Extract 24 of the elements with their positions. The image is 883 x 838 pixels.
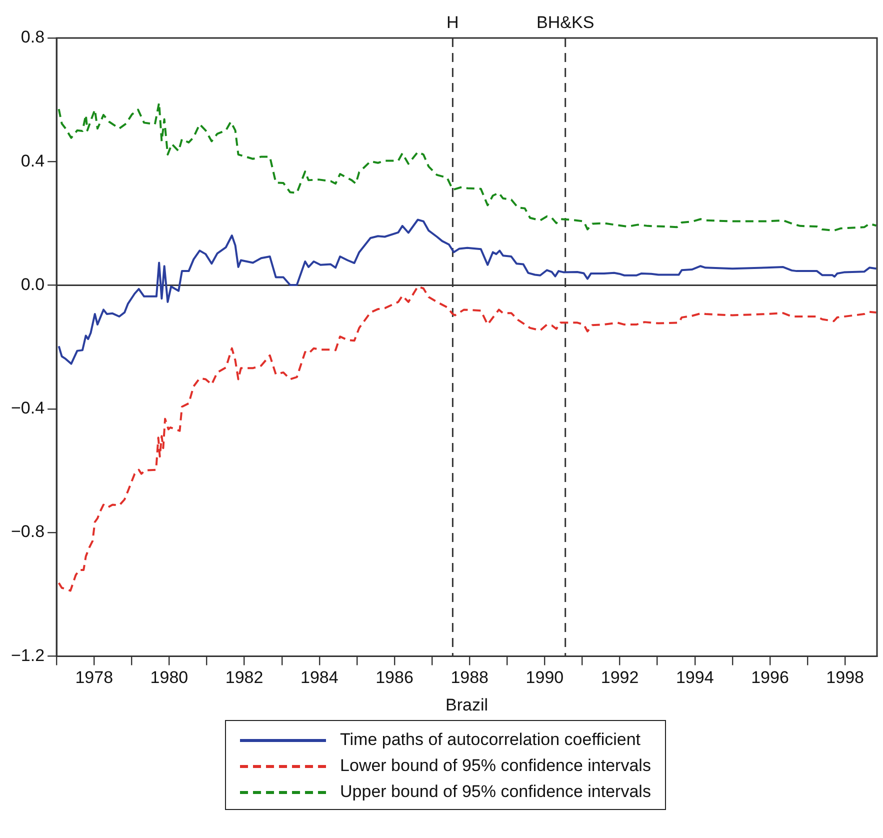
x-tick-label: 1990 [526,668,564,688]
x-tick-label: 1994 [676,668,714,688]
x-tick-label: 1988 [450,668,489,688]
ref-line-label: BH&KS [536,13,594,32]
x-tick-label: 1986 [376,668,414,688]
x-tick-label: 1980 [150,668,188,688]
legend-label: Lower bound of 95% confidence intervals [340,756,651,776]
y-tick-label: 0.4 [20,151,45,170]
x-tick-label: 1992 [600,668,639,688]
x-tick-label: 1996 [751,668,789,688]
y-tick-label: 0.0 [20,274,45,294]
y-tick-label: −0.8 [11,522,45,542]
x-tick-label: 1978 [75,668,114,688]
ref-line-label: H [446,13,459,32]
legend-label: Upper bound of 95% confidence intervals [340,782,651,802]
y-tick-label: −1.2 [11,646,45,665]
x-tick-label: 1982 [225,668,264,688]
legend-label: Time paths of autocorrelation coefficient [340,730,641,750]
x-tick-label: 1998 [826,668,864,688]
y-tick-label: −0.4 [11,398,45,418]
line-series [58,102,877,232]
x-tick-label: 1984 [300,668,338,688]
y-tick-label: 0.8 [20,28,45,47]
x-axis-title: Brazil [446,695,488,714]
